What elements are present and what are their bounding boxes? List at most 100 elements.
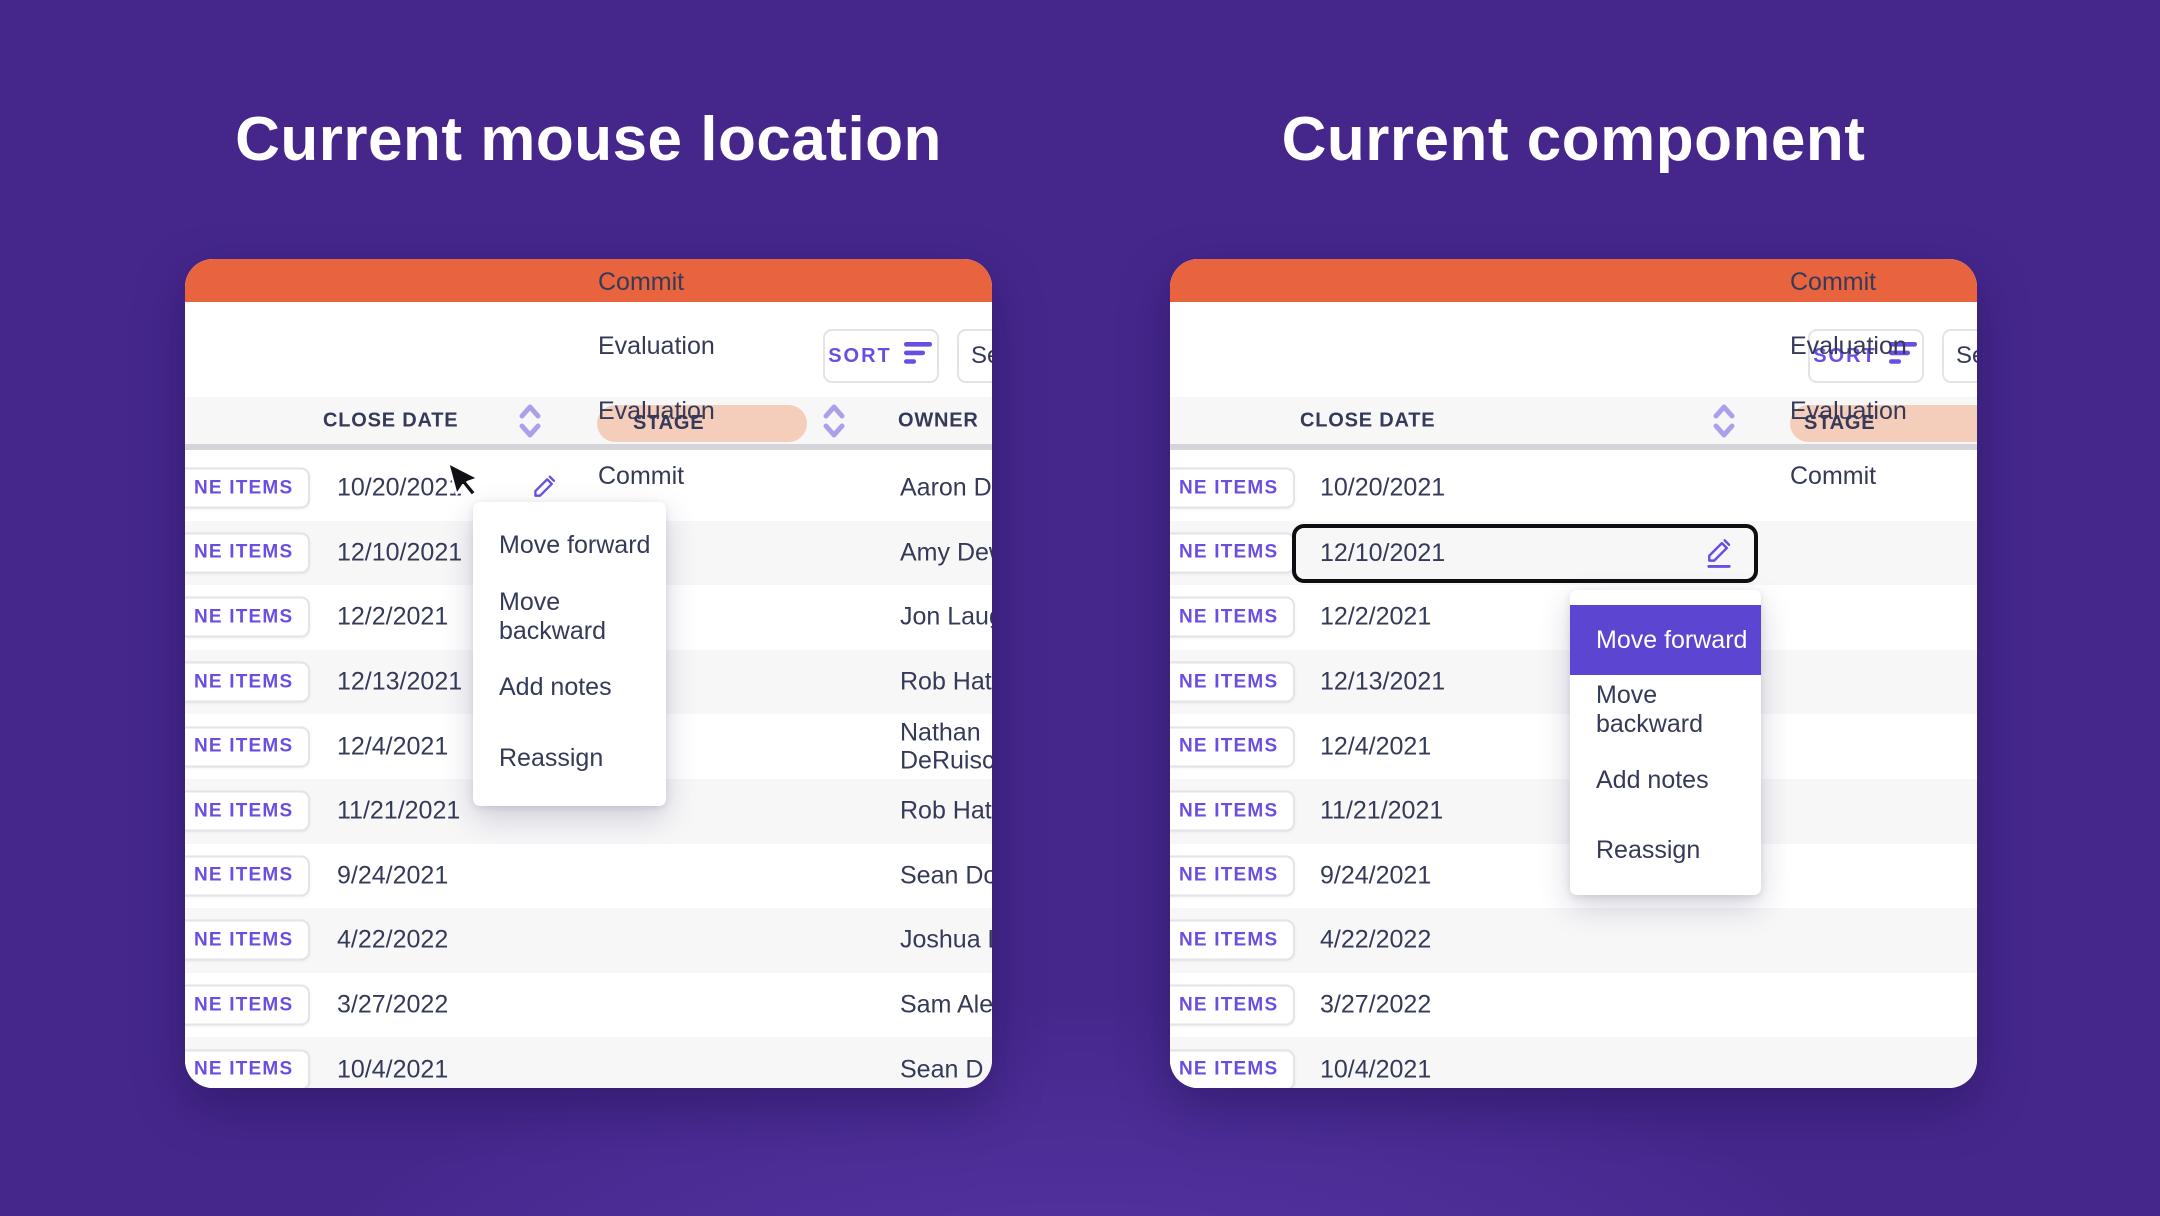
- close-date-cell[interactable]: 10/4/2021: [1320, 1055, 1432, 1084]
- left-panel-title: Current mouse location: [235, 105, 942, 174]
- menu-item[interactable]: Move backward: [1596, 681, 1703, 738]
- close-date-cell[interactable]: 12/4/2021: [337, 732, 449, 761]
- owner-cell: Rob Hatc: [900, 796, 992, 825]
- focused-close-date-cell[interactable]: 12/10/2021: [1292, 524, 1758, 583]
- close-date-cell[interactable]: 9/24/2021: [337, 861, 449, 890]
- column-header-close-date[interactable]: CLOSE DATE: [1300, 409, 1436, 431]
- line-items-button[interactable]: NE ITEMS: [1170, 661, 1296, 703]
- secondary-toolbar-button[interactable]: Se: [1942, 329, 1977, 383]
- table-row: NE ITEMS 9/24/2021 Commit Sean Dov: [185, 268, 992, 909]
- line-items-button[interactable]: NE ITEMS: [1170, 855, 1296, 897]
- close-date-cell[interactable]: 12/2/2021: [337, 602, 449, 631]
- row-context-menu: Move forward Move backward Add notes Reassi…: [473, 502, 666, 806]
- owner-cell: Aaron De: [900, 473, 992, 502]
- line-items-button[interactable]: NE ITEMS: [185, 1049, 311, 1088]
- close-date-cell[interactable]: 11/21/2021: [1320, 796, 1444, 825]
- table-header-row: CLOSE DATE STAGE: [1170, 397, 1977, 450]
- close-date-cell[interactable]: 12/13/2021: [337, 667, 463, 696]
- right-panel-title: Current component: [1281, 105, 1866, 174]
- table-row: NE ITEMS 4/22/2022 Evaluation: [1170, 332, 1977, 973]
- menu-item[interactable]: Add notes: [1596, 765, 1709, 794]
- table-card-mouse-location: SORT Se CLOSE DATE STAGE OWNER NE ITEMS 1…: [185, 259, 992, 1088]
- owner-cell: Joshua Le: [900, 926, 992, 955]
- line-items-button[interactable]: NE ITEMS: [1170, 984, 1296, 1026]
- table-header-row: CLOSE DATE STAGE OWNER: [185, 397, 992, 450]
- table-row: NE ITEMS 3/27/2022 Evaluation: [1170, 397, 1977, 1038]
- line-items-button[interactable]: NE ITEMS: [1170, 1049, 1296, 1088]
- edit-pencil-icon[interactable]: [531, 475, 558, 502]
- menu-item[interactable]: Move backward: [499, 587, 606, 645]
- menu-item[interactable]: Move forward: [499, 531, 651, 559]
- owner-cell: Jon Laug: [900, 603, 992, 632]
- sort-button[interactable]: SORT: [1808, 329, 1924, 383]
- menu-item[interactable]: Move forward: [1570, 605, 1761, 675]
- close-date-cell[interactable]: 12/2/2021: [1320, 602, 1432, 631]
- edit-pencil-underline-icon[interactable]: [1704, 538, 1734, 569]
- line-items-button[interactable]: NE ITEMS: [185, 984, 311, 1026]
- owner-cell: Sean D: [900, 1055, 984, 1084]
- column-header-close-date[interactable]: CLOSE DATE: [323, 409, 459, 431]
- line-items-button[interactable]: NE ITEMS: [1170, 919, 1296, 961]
- line-items-button[interactable]: NE ITEMS: [1170, 596, 1296, 638]
- line-items-button[interactable]: NE ITEMS: [185, 919, 311, 961]
- card-top-bar: [185, 259, 992, 302]
- close-date-cell[interactable]: 12/4/2021: [1320, 732, 1432, 761]
- line-items-button[interactable]: NE ITEMS: [185, 532, 311, 574]
- sort-button-label: SORT: [1813, 344, 1877, 367]
- line-items-button[interactable]: NE ITEMS: [185, 596, 311, 638]
- close-date-cell[interactable]: 4/22/2022: [1320, 925, 1432, 954]
- column-header-stage[interactable]: STAGE: [1790, 405, 1977, 442]
- close-date-cell[interactable]: 9/24/2021: [1320, 861, 1432, 890]
- owner-cell: Sean Dov: [900, 861, 992, 890]
- sort-chevron-icon[interactable]: [1713, 404, 1735, 438]
- close-date-cell[interactable]: 12/10/2021: [337, 538, 463, 567]
- sort-button-label: SORT: [828, 344, 892, 367]
- line-items-button[interactable]: NE ITEMS: [185, 661, 311, 703]
- line-items-button[interactable]: NE ITEMS: [1170, 467, 1296, 509]
- owner-cell: Rob Hatc: [900, 667, 992, 696]
- sort-chevron-icon[interactable]: [519, 404, 541, 438]
- sort-button[interactable]: SORT: [823, 329, 939, 383]
- stage-cell: Evaluation: [1790, 332, 1907, 361]
- stage-cell: Commit: [1790, 461, 1877, 490]
- sort-lines-icon: [1888, 341, 1919, 371]
- line-items-button[interactable]: NE ITEMS: [185, 855, 311, 897]
- table-row: NE ITEMS 10/4/2021 Commit Sean D: [185, 462, 992, 1088]
- line-items-button[interactable]: NE ITEMS: [1170, 532, 1296, 574]
- stage-cell: Commit: [598, 461, 685, 490]
- owner-cell: Nathan DeRuisch: [900, 717, 992, 775]
- line-items-button[interactable]: NE ITEMS: [1170, 726, 1296, 768]
- line-items-button[interactable]: NE ITEMS: [185, 790, 311, 832]
- owner-cell: Sam Alex: [900, 990, 992, 1019]
- owner-cell: Amy Dew: [900, 538, 992, 567]
- close-date-cell[interactable]: 11/21/2021: [337, 796, 461, 825]
- stage-cell: Evaluation: [1790, 397, 1907, 426]
- close-date-cell[interactable]: 10/4/2021: [337, 1055, 449, 1084]
- column-header-owner[interactable]: OWNER: [898, 409, 979, 431]
- line-items-button[interactable]: NE ITEMS: [185, 467, 311, 509]
- close-date-cell[interactable]: 10/20/2021: [1320, 473, 1446, 502]
- line-items-button[interactable]: NE ITEMS: [185, 726, 311, 768]
- close-date-cell[interactable]: 12/13/2021: [1320, 667, 1446, 696]
- mouse-cursor-icon: [442, 452, 492, 505]
- menu-item[interactable]: Reassign: [499, 744, 604, 772]
- column-header-stage[interactable]: STAGE: [597, 405, 807, 442]
- secondary-button-label: Se: [971, 342, 992, 369]
- stage-cell: Commit: [1790, 267, 1877, 296]
- menu-item[interactable]: Add notes: [499, 673, 612, 701]
- table-card-current-component: SORT Se CLOSE DATE STAGE NE ITEMS 10/20/2…: [1170, 259, 1977, 1088]
- row-context-menu: Move forward Move backward Add notes Reassi…: [1570, 590, 1761, 895]
- close-date-cell[interactable]: 3/27/2022: [1320, 990, 1432, 1019]
- sort-chevron-icon[interactable]: [823, 404, 845, 438]
- close-date-cell[interactable]: 3/27/2022: [337, 990, 449, 1019]
- menu-item[interactable]: Reassign: [1596, 835, 1701, 864]
- close-date-cell[interactable]: 10/20/2021: [337, 473, 463, 502]
- stage-cell: Evaluation: [598, 397, 715, 426]
- secondary-toolbar-button[interactable]: Se: [957, 329, 992, 383]
- stage-cell: Commit: [598, 267, 685, 296]
- table-row: NE ITEMS 3/27/2022 Evaluation Sam Alex: [185, 397, 992, 1038]
- line-items-button[interactable]: NE ITEMS: [1170, 790, 1296, 832]
- close-date-cell[interactable]: 4/22/2022: [337, 925, 449, 954]
